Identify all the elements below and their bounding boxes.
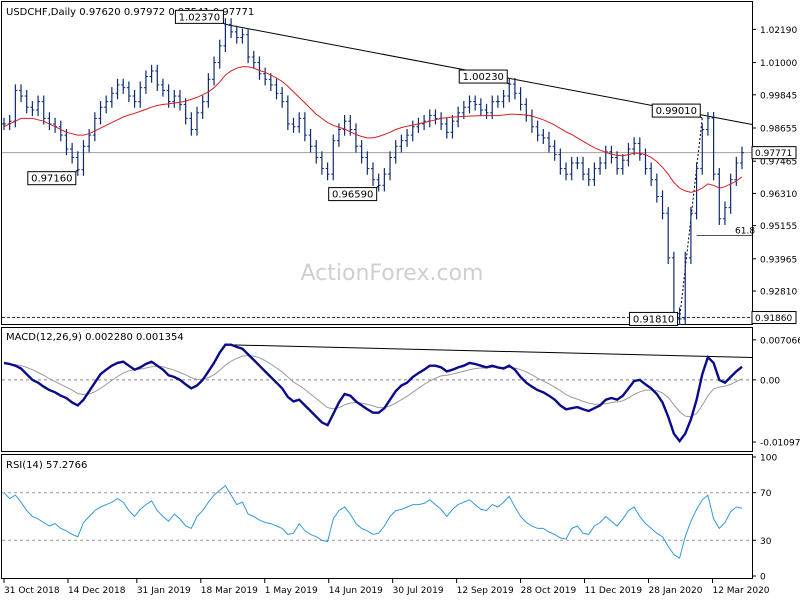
price-pane — [1, 1, 753, 325]
fib-618-label: 61.8 — [735, 227, 755, 237]
x-tick-label: 1 May 2019 — [265, 586, 318, 596]
moving-average-line — [3, 66, 743, 193]
price-y-tick-label: 0.93965 — [760, 255, 797, 265]
macd-signal-line — [4, 354, 743, 418]
x-tick-label: 28 Jan 2020 — [649, 586, 703, 596]
price-y-tick-label: 0.99845 — [760, 91, 797, 101]
rsi-plot — [2, 484, 752, 559]
swing-label: 0.97160 — [31, 174, 72, 185]
macd-line — [3, 343, 743, 444]
x-tick-label: 31 Jan 2019 — [137, 586, 191, 596]
x-tick-label: 12 Mar 2020 — [712, 586, 769, 596]
swing-label-leader — [507, 82, 510, 85]
current-price-tag — [751, 146, 797, 160]
swing-label-box — [328, 187, 378, 202]
watermark: ActionForex.com — [301, 261, 484, 286]
swing-label: 1.02370 — [179, 12, 220, 23]
price-y-tick-label: 0.92810 — [760, 288, 797, 298]
rsi-y-tick-label: 0 — [760, 573, 766, 583]
current-price-value: 0.97771 — [755, 149, 792, 159]
swing-label-leader — [376, 185, 380, 188]
x-tick-label: 31 Oct 2018 — [4, 586, 60, 596]
rsi-y-tick-label: 100 — [760, 454, 777, 464]
rsi-y-tick-label: 30 — [760, 537, 772, 547]
x-tick-label: 30 Jul 2019 — [393, 586, 444, 596]
price-y-tick-label: 1.01000 — [760, 59, 797, 69]
price-y-tick-label: 0.96310 — [760, 190, 797, 200]
macd-y-tick-label: 0.00 — [760, 376, 780, 386]
macd-pane-title: MACD(12,26,9) 0.002280 0.001354 — [6, 332, 184, 343]
swing-label-leader — [700, 116, 703, 119]
swing-label-leader — [75, 169, 79, 173]
swing-label: 1.00230 — [463, 72, 504, 83]
rsi-pane — [1, 454, 753, 579]
price-annotations: 0.97771 0.91860 1.02370 0.97160 0.96590 1.002… — [27, 9, 797, 326]
price-y-tick-label: 0.95155 — [760, 222, 797, 232]
swing-label-box — [651, 103, 701, 118]
swing-label: 0.91810 — [633, 314, 674, 325]
price-y-axis: 1.02190 1.01000 0.99845 0.98655 0.97465 0.963… — [752, 26, 797, 298]
support-level-value: 0.91860 — [755, 314, 792, 324]
x-tick-label: 28 Oct 2019 — [521, 586, 577, 596]
rsi-y-tick-label: 70 — [760, 489, 772, 499]
x-tick-label: 18 Mar 2019 — [201, 586, 258, 596]
swing-label-box — [27, 171, 77, 186]
swing-label-leader — [223, 22, 226, 25]
x-tick-label: 12 Sep 2019 — [457, 586, 514, 596]
price-y-tick-label: 0.98655 — [760, 124, 797, 134]
price-plot: 61.8 — [2, 18, 755, 326]
macd-y-axis: 0.007066 0.00 -0.010975 — [752, 336, 800, 449]
x-tick-label: 11 Dec 2019 — [585, 586, 643, 596]
rsi-line — [3, 484, 743, 559]
x-axis: 31 Oct 2018 14 Dec 2018 31 Jan 2019 18 Mar … — [3, 579, 770, 596]
rsi-pane-title: RSI(14) 57.2766 — [6, 460, 87, 471]
rsi-y-axis: 100 70 30 0 — [752, 454, 777, 583]
macd-pane — [1, 327, 753, 452]
macd-plot — [2, 343, 753, 444]
swing-label: 0.99010 — [656, 106, 697, 117]
price-y-tick-label: 1.02190 — [760, 26, 797, 36]
macd-trend-line — [225, 344, 753, 358]
support-level-tag — [751, 311, 797, 325]
x-tick-label: 14 Dec 2018 — [68, 586, 126, 596]
swing-label: 0.96590 — [332, 190, 373, 201]
price-y-tick-label: 0.97465 — [760, 158, 797, 168]
price-pane-title: USDCHF,Daily 0.97620 0.97972 0.97541 0.9… — [6, 7, 254, 18]
macd-y-tick-label: 0.007066 — [760, 336, 800, 346]
swing-label-box — [174, 9, 224, 24]
x-tick-label: 14 Jun 2019 — [329, 586, 383, 596]
macd-y-tick-label: -0.010975 — [760, 439, 800, 449]
swing-label-box — [458, 69, 508, 84]
